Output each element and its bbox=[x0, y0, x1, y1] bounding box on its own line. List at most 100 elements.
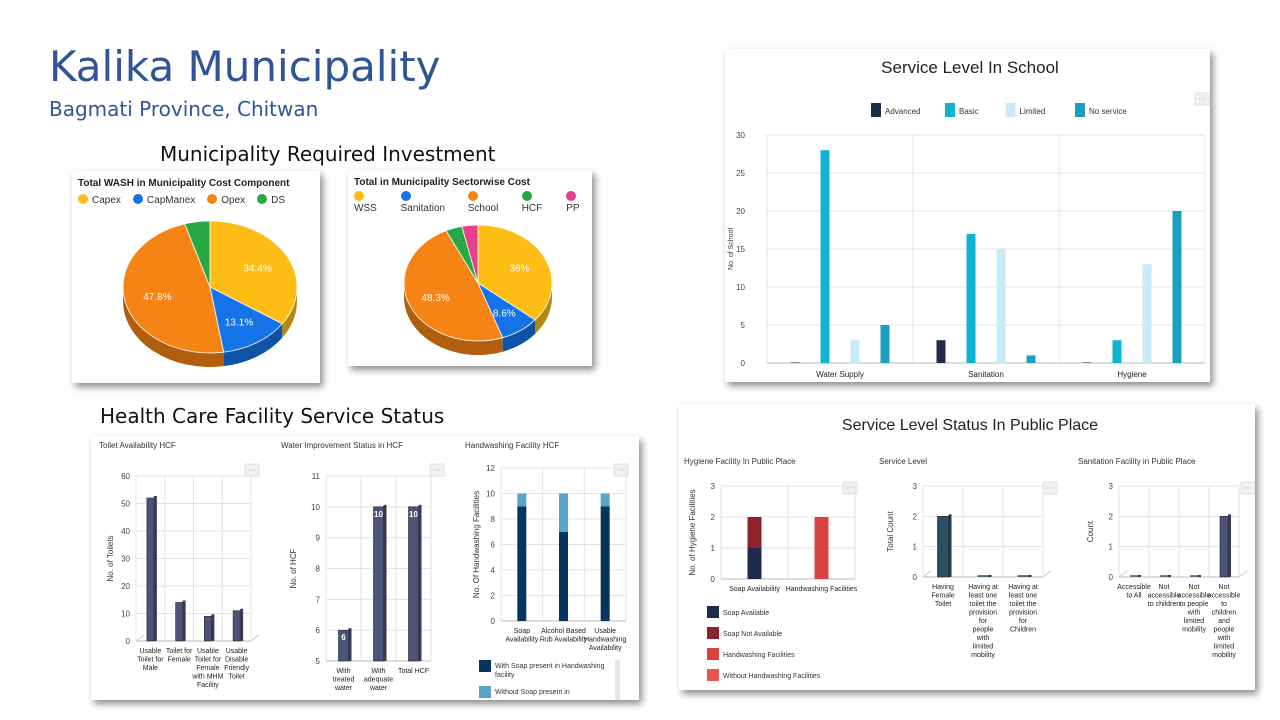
section-investment-title: Municipality Required Investment bbox=[160, 142, 496, 166]
x-tick-label-line: Facility bbox=[197, 682, 219, 689]
x-tick-label-line: Having at bbox=[968, 584, 998, 591]
x-tick-label-line: mobility bbox=[971, 652, 995, 659]
y-tick-label: 10 bbox=[736, 283, 745, 292]
legend-item[interactable]: Soap Not Available bbox=[707, 627, 782, 639]
y-tick-label: 10 bbox=[121, 610, 130, 619]
x-tick-label-line: Not bbox=[1159, 584, 1170, 591]
menu-icon: ⋯ bbox=[847, 485, 854, 492]
x-tick-label-line: water bbox=[334, 685, 353, 692]
x-tick-label: Alcohol Based Rub Availability bbox=[540, 628, 588, 644]
legend-item[interactable]: Handwashing Facilities bbox=[707, 648, 795, 660]
y-tick-label: 2 bbox=[711, 513, 716, 522]
x-tick-label-line: Disable bbox=[225, 657, 248, 664]
y-tick-label: 25 bbox=[736, 169, 745, 178]
x-tick-label: Handwashing Facilities bbox=[786, 586, 858, 593]
legend-label: Without Soap present in bbox=[495, 689, 570, 696]
legend-item[interactable]: Basic bbox=[945, 103, 979, 117]
x-tick-label-line: limited bbox=[1214, 644, 1234, 651]
y-tick-label: 8 bbox=[491, 515, 496, 524]
legend-item[interactable]: PP bbox=[566, 191, 592, 214]
legend-item[interactable]: Sanitation bbox=[400, 191, 456, 214]
x-tick-label-line: Usable bbox=[139, 648, 161, 655]
bar bbox=[232, 610, 241, 642]
pie-slice-school bbox=[403, 230, 504, 342]
x-tick-label-line: treated bbox=[333, 677, 355, 684]
x-tick-label-line: limited bbox=[973, 644, 993, 651]
y-tick-label: 3 bbox=[711, 482, 716, 491]
legend-label: Basic bbox=[959, 107, 979, 116]
menu-icon: ⋯ bbox=[1199, 96, 1206, 103]
legend-item[interactable]: WSS bbox=[354, 191, 389, 214]
y-tick-label: 15 bbox=[736, 245, 745, 254]
bar bbox=[373, 506, 384, 662]
legend-item[interactable]: Limited bbox=[1005, 103, 1046, 117]
bar-side bbox=[1168, 575, 1171, 577]
page-subtitle: Bagmati Province, Chitwan bbox=[49, 97, 319, 121]
legend-swatch bbox=[78, 194, 88, 204]
legend-item[interactable]: DS bbox=[257, 194, 285, 206]
x-tick-label-line: Total HCF bbox=[398, 668, 429, 675]
menu-button-bg bbox=[842, 481, 858, 495]
chart-menu-button[interactable]: ⋯ bbox=[1194, 92, 1210, 106]
legend-swatch bbox=[257, 194, 268, 204]
x-tick-label-line: to people bbox=[1180, 601, 1209, 608]
legend-swatch bbox=[707, 669, 719, 681]
legend-item[interactable]: Soap Available bbox=[707, 606, 769, 618]
legend-item[interactable]: No service bbox=[1075, 103, 1127, 117]
chart-menu-button[interactable]: ⋯ bbox=[613, 463, 629, 477]
x-tick-label-line: Toilet bbox=[935, 601, 951, 608]
x-tick-label-line: Friendly bbox=[224, 665, 249, 672]
bar-side bbox=[153, 496, 157, 641]
bar bbox=[820, 150, 830, 363]
legend-item[interactable]: CapManex bbox=[132, 194, 195, 206]
x-tick-label: Soap Availability bbox=[729, 586, 780, 593]
pie-title: Total in Municipality Sectorwise Cost bbox=[354, 177, 530, 188]
bar-segment bbox=[559, 493, 568, 532]
x-tick-label: Soap Availability bbox=[505, 628, 538, 644]
legend-swatch bbox=[479, 660, 491, 672]
legend-label: DS bbox=[271, 195, 286, 206]
menu-button-bg bbox=[613, 463, 629, 477]
legend-item[interactable]: Advanced bbox=[871, 103, 921, 117]
pie-slice-capex bbox=[209, 220, 298, 325]
x-tick-label-line: With bbox=[337, 668, 351, 675]
axis-persp bbox=[250, 634, 260, 642]
x-tick-label-line: with bbox=[976, 635, 990, 642]
legend-label: Sanitation bbox=[400, 203, 446, 214]
legend-item[interactable]: HCF bbox=[521, 191, 555, 214]
pie-slice-side bbox=[502, 319, 536, 352]
pie-slice-opex bbox=[122, 223, 225, 354]
chart-title: Sanitation Facility in Public Place bbox=[1078, 457, 1196, 466]
x-tick-label-line: Toilet bbox=[228, 674, 244, 681]
y-tick-label: 1 bbox=[711, 544, 716, 553]
y-tick-label: 0 bbox=[491, 617, 496, 626]
chart-menu-button[interactable]: ⋯ bbox=[429, 463, 445, 477]
x-tick-label-line: Female bbox=[196, 665, 219, 672]
menu-icon: ⋯ bbox=[1245, 485, 1252, 492]
x-tick-label-line: Availability bbox=[505, 637, 538, 644]
legend-item[interactable]: Without Handwashing Facilities bbox=[707, 669, 821, 681]
legend-label-line: With Soap present in Handwashing bbox=[495, 663, 604, 670]
y-tick-label: 12 bbox=[486, 464, 495, 473]
legend-swatch bbox=[1005, 103, 1016, 117]
pie-slice-side bbox=[123, 287, 224, 367]
scrollbar[interactable] bbox=[615, 660, 620, 700]
x-tick-label-line: accessible bbox=[1178, 593, 1211, 600]
legend-item[interactable]: Capex bbox=[78, 194, 121, 206]
chart-menu-button[interactable]: ⋯ bbox=[1042, 481, 1058, 495]
bar bbox=[936, 340, 946, 363]
x-tick-label: Having at least one toilet the provision for… bbox=[968, 584, 998, 659]
legend-item[interactable]: School bbox=[467, 191, 510, 214]
x-tick-label-line: to All bbox=[1126, 593, 1142, 600]
legend-item[interactable]: Opex bbox=[207, 194, 245, 206]
y-tick-label: 10 bbox=[486, 490, 495, 499]
legend-label: WSS bbox=[354, 203, 377, 214]
bar-value-label: 10 bbox=[409, 510, 418, 519]
legend-item[interactable]: Without Soap present in bbox=[479, 686, 570, 698]
chart-menu-button[interactable]: ⋯ bbox=[244, 463, 260, 477]
chart-menu-button[interactable]: ⋯ bbox=[1240, 481, 1255, 495]
chart-menu-button[interactable]: ⋯ bbox=[842, 481, 858, 495]
pie-value-label: 47.8% bbox=[143, 292, 171, 303]
legend-item[interactable]: With Soap present in Handwashing facility bbox=[479, 660, 604, 679]
x-tick-label-line: water bbox=[369, 685, 388, 692]
